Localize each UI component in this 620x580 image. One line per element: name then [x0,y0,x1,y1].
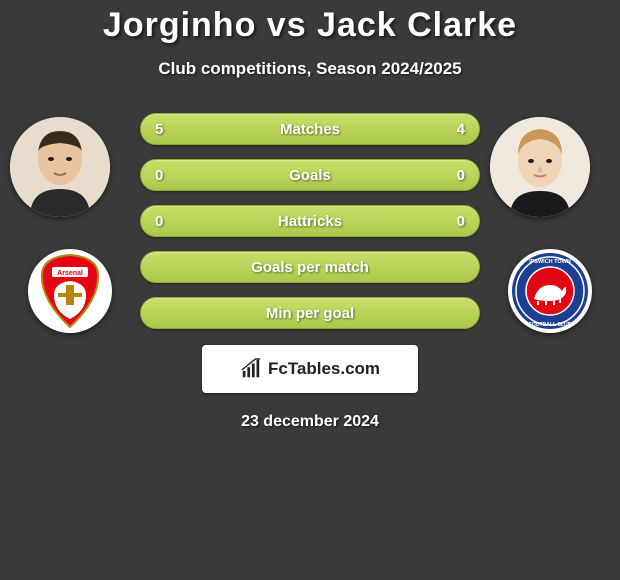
stat-row-min-per-goal: Min per goal [140,297,480,329]
club-badge-right: IPSWICH TOWN FOOTBALL CLUB [508,249,592,333]
avatar-icon [490,117,590,217]
subtitle: Club competitions, Season 2024/2025 [0,59,620,79]
stat-right-value: 4 [457,121,465,138]
stats-area: Arsenal IPSWICH TOWN FOOTBALL CLUB 5 Mat… [0,113,620,431]
stat-row-goals-per-match: Goals per match [140,251,480,283]
club-badge-left: Arsenal [28,249,112,333]
stat-right-value: 0 [457,167,465,184]
stat-rows: 5 Matches 4 0 Goals 0 0 Hattricks 0 Goal… [140,113,480,329]
date-label: 23 december 2024 [0,413,620,431]
stat-right-value: 0 [457,213,465,230]
stat-left-value: 5 [155,121,163,138]
stat-row-goals: 0 Goals 0 [140,159,480,191]
stat-label: Matches [280,121,340,138]
svg-text:IPSWICH TOWN: IPSWICH TOWN [529,259,571,265]
fctables-label: FcTables.com [268,359,380,379]
avatar-icon [10,117,110,217]
stat-label: Goals per match [251,259,369,276]
stat-label: Hattricks [278,213,342,230]
stat-row-hattricks: 0 Hattricks 0 [140,205,480,237]
player-left-avatar [10,117,110,217]
player-right-avatar [490,117,590,217]
stat-left-value: 0 [155,167,163,184]
stat-label: Goals [289,167,331,184]
stat-row-matches: 5 Matches 4 [140,113,480,145]
svg-text:Arsenal: Arsenal [57,270,83,277]
fctables-badge: FcTables.com [202,345,418,393]
stat-label: Min per goal [266,305,354,322]
chart-icon [240,358,262,380]
stat-left-value: 0 [155,213,163,230]
arsenal-crest-icon: Arsenal [28,249,112,333]
svg-text:FOOTBALL CLUB: FOOTBALL CLUB [529,322,572,328]
ipswich-crest-icon: IPSWICH TOWN FOOTBALL CLUB [508,249,592,333]
page-title: Jorginho vs Jack Clarke [0,0,620,45]
